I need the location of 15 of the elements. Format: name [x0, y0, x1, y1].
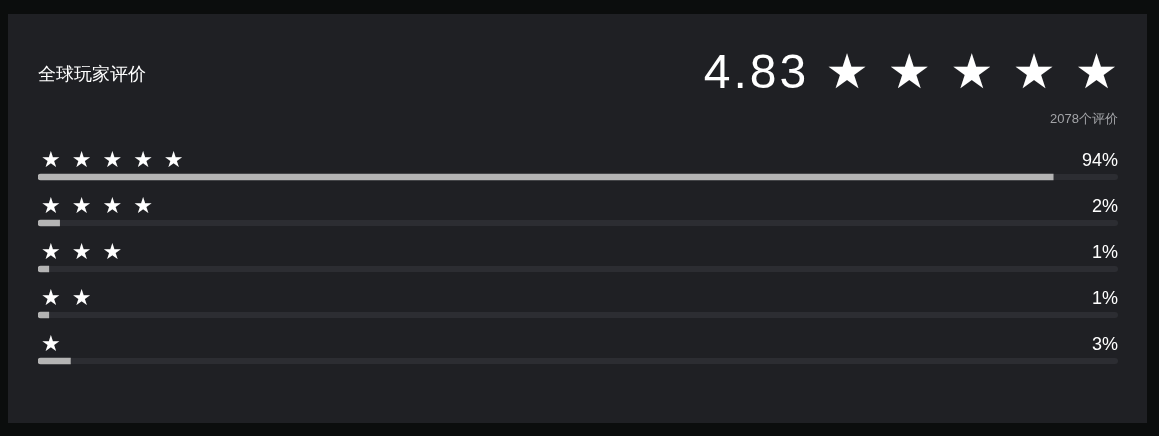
data-label: 94% — [1081, 149, 1118, 170]
data-label: 1% — [1091, 241, 1118, 262]
text: 2078个评价 — [1050, 110, 1118, 126]
bar — [38, 357, 71, 365]
chart-title: 全球玩家评价 — [38, 63, 146, 84]
y-tick-label: ★ ★ ★ ★ ★ — [41, 146, 186, 172]
data-label: 1% — [1091, 287, 1118, 308]
text: 4.83 ★ ★ ★ ★ ★ — [703, 45, 1121, 99]
y-tick-label: ★ ★ ★ — [41, 238, 125, 264]
data-label: 3% — [1091, 333, 1118, 354]
y-tick-label: ★ — [41, 330, 63, 356]
data-label: 2% — [1091, 195, 1118, 216]
y-tick-label: ★ ★ — [41, 284, 94, 310]
bar — [38, 219, 60, 227]
y-tick-label: ★ ★ ★ ★ — [41, 192, 155, 218]
